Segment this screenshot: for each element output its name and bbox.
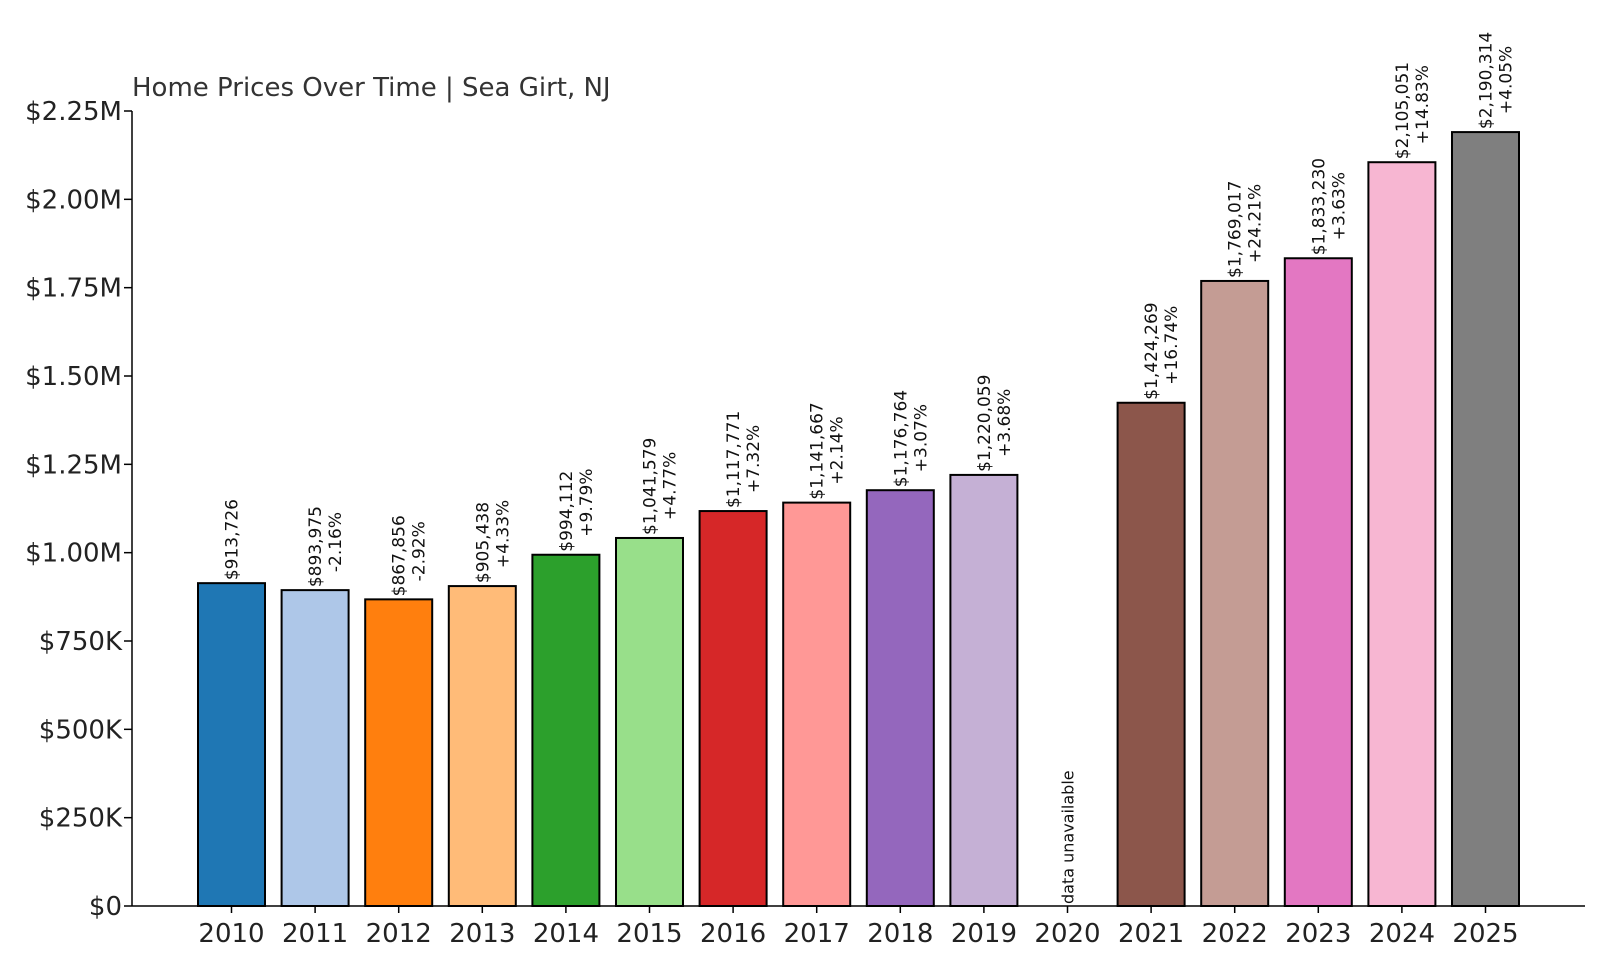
x-tick-label: 2012 bbox=[366, 919, 432, 949]
bar-value-label: $1,833,230 bbox=[1309, 158, 1329, 255]
bar-value-label: $913,726 bbox=[223, 499, 243, 580]
bar-change-label: +24.21% bbox=[1246, 184, 1266, 263]
bar bbox=[615, 536, 684, 907]
y-tick-label: $0 bbox=[89, 892, 122, 922]
bar-value-label: $1,220,059 bbox=[975, 375, 995, 472]
x-tick-label: 2018 bbox=[867, 919, 933, 949]
x-tick-label: 2010 bbox=[198, 919, 264, 949]
bar-change-label: +9.79% bbox=[577, 468, 597, 536]
y-tick-label: $2.25M bbox=[25, 97, 122, 127]
y-tick-label: $500K bbox=[39, 715, 123, 745]
y-tick-label: $2.00M bbox=[25, 185, 122, 215]
bar-change-label: +3.68% bbox=[995, 389, 1015, 457]
bar-change-label: +3.07% bbox=[911, 404, 931, 472]
bar-value-label: $1,424,269 bbox=[1142, 302, 1162, 399]
y-tick-label: $250K bbox=[39, 804, 123, 834]
bar bbox=[1283, 257, 1353, 907]
bar-value-label: $1,141,667 bbox=[808, 402, 828, 499]
bar bbox=[865, 489, 935, 907]
y-tick-label: $1.00M bbox=[25, 539, 122, 569]
bar-value-label: $994,112 bbox=[557, 471, 577, 552]
chart-title: Home Prices Over Time | Sea Girt, NJ bbox=[132, 73, 611, 103]
x-tick-label: 2021 bbox=[1118, 919, 1184, 949]
bar-change-label: -2.16% bbox=[326, 512, 346, 572]
bar-value-label: $905,438 bbox=[473, 502, 493, 583]
x-tick-label: 2013 bbox=[449, 919, 515, 949]
x-tick-label: 2024 bbox=[1369, 919, 1435, 949]
bar-value-label: $2,190,314 bbox=[1477, 32, 1497, 129]
bar-change-label: +16.74% bbox=[1162, 306, 1182, 385]
bars: $913,726 $893,975 -2.16% $867,856 -2.92% $905… bbox=[197, 32, 1520, 907]
bar-value-label: $893,975 bbox=[306, 506, 326, 587]
bar-value-label: $1,176,764 bbox=[891, 390, 911, 487]
missing-data-label: data unavailable bbox=[1059, 770, 1078, 904]
bar bbox=[1367, 161, 1437, 907]
x-tick-label: 2014 bbox=[533, 919, 599, 949]
bar-value-label: $867,856 bbox=[390, 515, 410, 596]
bar bbox=[782, 501, 852, 907]
y-tick-label: $750K bbox=[39, 627, 123, 657]
x-tick-label: 2019 bbox=[951, 919, 1017, 949]
bar-change-label: +7.32% bbox=[744, 425, 764, 493]
y-tick-label: $1.50M bbox=[25, 362, 122, 392]
bar bbox=[531, 553, 601, 907]
bar bbox=[447, 585, 517, 907]
bar bbox=[197, 582, 266, 907]
x-tick-label: 2017 bbox=[784, 919, 850, 949]
bar-change-label: +14.83% bbox=[1413, 65, 1433, 144]
x-tick-label: 2020 bbox=[1034, 919, 1100, 949]
y-tick-label: $1.75M bbox=[25, 274, 122, 304]
y-axis: $0 $250K $500K $750K $1.00M $1.25M $1.50M $1.75… bbox=[25, 97, 132, 922]
x-axis: 2010 2011 2012 2013 2014 2015 2016 2017 2018 2019… bbox=[198, 906, 1519, 949]
bar bbox=[949, 473, 1019, 907]
x-tick-label: 2011 bbox=[282, 919, 348, 949]
bar-change-label: -2.92% bbox=[410, 521, 430, 581]
x-tick-label: 2025 bbox=[1452, 919, 1518, 949]
x-tick-label: 2016 bbox=[700, 919, 766, 949]
bar bbox=[1200, 279, 1270, 907]
bar-change-label: +4.33% bbox=[493, 500, 513, 568]
bar-value-label: $1,041,579 bbox=[641, 438, 661, 535]
bar-change-label: +4.77% bbox=[661, 452, 681, 520]
y-tick-label: $1.25M bbox=[25, 450, 122, 480]
bar-value-label: $1,117,771 bbox=[724, 411, 744, 508]
x-tick-label: 2015 bbox=[616, 919, 682, 949]
bar-change-label: +4.05% bbox=[1497, 46, 1517, 114]
x-tick-label: 2022 bbox=[1202, 919, 1268, 949]
bar bbox=[1116, 401, 1186, 907]
bar-value-label: $2,105,051 bbox=[1393, 62, 1413, 159]
bar bbox=[364, 598, 434, 907]
x-tick-label: 2023 bbox=[1285, 919, 1351, 949]
bar-change-label: +3.63% bbox=[1329, 172, 1349, 240]
bar bbox=[698, 510, 768, 907]
bar bbox=[280, 589, 350, 907]
bar-change-label: +2.14% bbox=[828, 416, 848, 484]
bar bbox=[1451, 131, 1520, 907]
bar-value-label: $1,769,017 bbox=[1226, 181, 1246, 278]
